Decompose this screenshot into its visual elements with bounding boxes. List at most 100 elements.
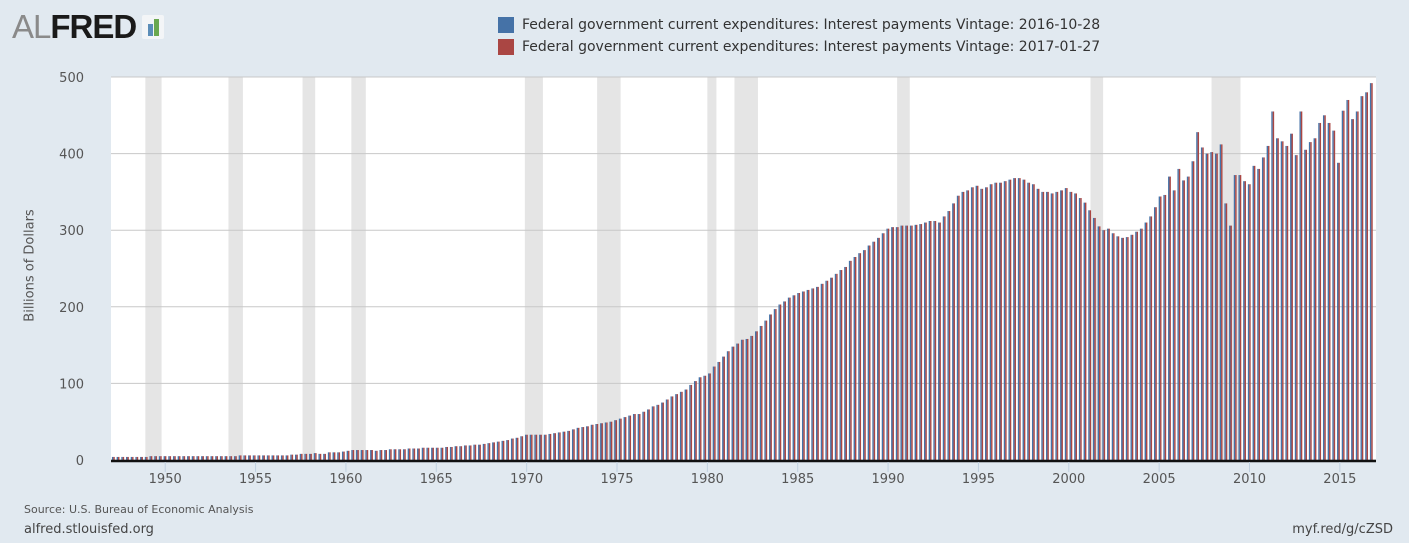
bar-vintage-2016 (1341, 110, 1344, 460)
site-link[interactable]: alfred.stlouisfed.org (24, 522, 154, 537)
bar-vintage-2017 (521, 436, 524, 460)
bar-vintage-2017 (1244, 181, 1246, 460)
bar-vintage-2016 (1149, 216, 1151, 460)
short-link[interactable]: myf.red/g/cZSD (1292, 522, 1393, 537)
bar-vintage-2016 (848, 260, 851, 460)
bar-vintage-2017 (1084, 202, 1087, 460)
bar-vintage-2016 (816, 286, 818, 460)
bar-vintage-2017 (1047, 191, 1049, 460)
alfred-logo[interactable]: AL FRED (12, 8, 165, 46)
bar-vintage-2016 (853, 257, 855, 460)
x-tick-label: 1950 (149, 472, 182, 487)
bar-vintage-2016 (820, 283, 823, 460)
bar-vintage-2017 (1188, 176, 1190, 460)
bar-vintage-2016 (825, 280, 827, 460)
bar-vintage-2016 (337, 452, 339, 460)
bar-vintage-2016 (708, 373, 710, 460)
y-tick-label: 500 (59, 71, 84, 86)
bar-vintage-2017 (1183, 180, 1185, 460)
bar-vintage-2016 (543, 434, 546, 460)
x-tick-label: 2010 (1233, 472, 1266, 487)
bar-vintage-2016 (670, 396, 672, 460)
bar-vintage-2016 (421, 447, 424, 460)
bar-vintage-2017 (559, 432, 561, 460)
bar-vintage-2017 (1103, 230, 1106, 460)
bar-vintage-2017 (1150, 216, 1153, 460)
bar-vintage-2016 (1285, 145, 1287, 460)
bar-vintage-2016 (614, 420, 616, 460)
bar-vintage-2016 (398, 449, 400, 460)
bar-vintage-2017 (535, 434, 538, 460)
bar-vintage-2016 (548, 433, 550, 460)
legend-item-vintage-2016[interactable]: Federal government current expenditures:… (498, 14, 1100, 36)
bar-vintage-2017 (690, 384, 693, 460)
bar-vintage-2017 (1286, 145, 1289, 460)
bar-vintage-2016 (642, 411, 644, 460)
bar-vintage-2017 (1108, 228, 1110, 460)
bar-vintage-2017 (409, 448, 411, 460)
legend-item-vintage-2017[interactable]: Federal government current expenditures:… (498, 36, 1100, 58)
bar-vintage-2016 (318, 453, 320, 460)
bar-vintage-2016 (252, 455, 255, 460)
bar-vintage-2017 (118, 456, 120, 460)
bar-vintage-2017 (1113, 233, 1115, 460)
bar-vintage-2016 (276, 455, 278, 460)
bar-vintage-2016 (1088, 210, 1090, 460)
bar-vintage-2016 (417, 448, 419, 460)
bar-vintage-2016 (571, 429, 574, 460)
bar-vintage-2017 (244, 455, 247, 460)
bar-vintage-2017 (493, 442, 495, 460)
bar-vintage-2016 (839, 270, 841, 460)
bar-vintage-2016 (661, 402, 663, 460)
bar-vintage-2017 (1000, 182, 1002, 460)
bar-vintage-2016 (792, 295, 794, 460)
bar-vintage-2016 (463, 445, 466, 460)
bar-vintage-2017 (883, 233, 885, 460)
bar-vintage-2017 (1033, 184, 1035, 461)
bar-vintage-2017 (484, 443, 486, 460)
bar-vintage-2016 (632, 414, 635, 460)
bar-vintage-2016 (111, 456, 114, 460)
bar-vintage-2016 (909, 225, 912, 460)
bar-vintage-2017 (920, 224, 923, 460)
bar-vintage-2016 (703, 375, 705, 460)
bar-vintage-2016 (126, 456, 128, 460)
bar-vintage-2016 (374, 450, 377, 460)
bar-vintage-2017 (1164, 194, 1167, 461)
bar-vintage-2016 (689, 384, 691, 460)
bar-vintage-2017 (761, 325, 763, 460)
bar-vintage-2017 (610, 421, 613, 460)
bar-vintage-2017 (779, 304, 782, 460)
bar-vintage-2016 (989, 184, 992, 461)
bar-vintage-2016 (952, 203, 954, 460)
x-tick-label: 2000 (1052, 472, 1085, 487)
bar-vintage-2017 (1146, 222, 1148, 460)
bar-vintage-2016 (529, 434, 532, 460)
bar-vintage-2016 (313, 453, 316, 460)
bar-vintage-2016 (412, 448, 414, 460)
bar-vintage-2017 (1319, 122, 1322, 461)
bar-vintage-2016 (586, 426, 588, 460)
bar-vintage-2017 (136, 456, 139, 460)
bar-vintage-2017 (235, 456, 237, 460)
bar-vintage-2017 (1019, 178, 1021, 460)
bar-vintage-2017 (793, 295, 796, 460)
bar-vintage-2017 (709, 373, 711, 460)
bar-vintage-2017 (770, 314, 772, 460)
bar-vintage-2016 (811, 288, 813, 460)
bar-vintage-2017 (1253, 165, 1256, 460)
x-tick-label: 1980 (691, 472, 724, 487)
bar-vintage-2016 (961, 191, 963, 460)
bar-vintage-2017 (1099, 226, 1101, 460)
bar-vintage-2017 (305, 453, 308, 460)
bar-vintage-2017 (859, 253, 862, 460)
bar-vintage-2016 (1168, 176, 1170, 460)
bar-vintage-2016 (886, 228, 888, 460)
bar-vintage-2016 (266, 455, 269, 460)
bar-vintage-2016 (562, 431, 564, 460)
bar-vintage-2017 (897, 227, 899, 460)
bar-vintage-2016 (388, 449, 391, 460)
bar-vintage-2017 (1235, 175, 1237, 460)
bar-vintage-2017 (864, 250, 866, 460)
bar-vintage-2017 (573, 429, 575, 460)
